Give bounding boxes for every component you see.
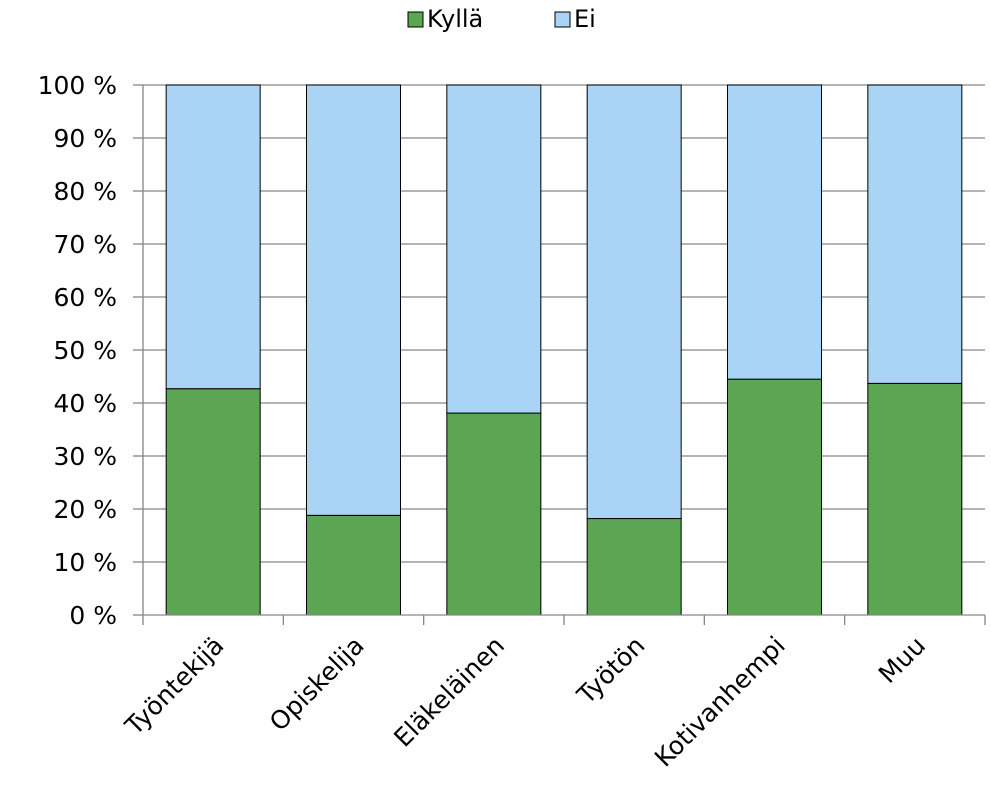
bar-kyll--4 <box>727 378 822 616</box>
bar-kyll--2 <box>446 412 542 616</box>
gridlines <box>143 84 985 563</box>
bar-ei-2 <box>446 84 542 414</box>
category-label: Muu <box>873 631 931 689</box>
legend-label: Ei <box>574 5 596 33</box>
y-tick-label: 50 % <box>53 336 117 365</box>
y-tick-label: 90 % <box>53 124 117 153</box>
y-tick-label: 10 % <box>53 548 117 577</box>
category-label: Työntekijä <box>119 631 229 741</box>
category-label: Eläkeläinen <box>388 631 510 753</box>
bars <box>165 84 963 616</box>
bar-ei-4 <box>727 84 822 380</box>
y-tick-label: 40 % <box>53 389 117 418</box>
bar-kyll--3 <box>586 518 682 616</box>
legend-swatch <box>554 11 571 28</box>
y-tick-label: 60 % <box>53 283 117 312</box>
y-tick-label: 0 % <box>69 601 117 630</box>
y-tick-label: 20 % <box>53 495 117 524</box>
legend: Kyllä Ei <box>407 5 596 33</box>
legend-swatch <box>407 11 424 28</box>
bar-ei-1 <box>306 84 401 516</box>
bar-ei-0 <box>165 84 261 390</box>
bar-ei-3 <box>586 84 682 520</box>
legend-label: Kyllä <box>427 5 483 33</box>
bar-kyll--0 <box>165 388 261 616</box>
bar-ei-5 <box>867 84 963 384</box>
category-label: Kotivanhempi <box>649 631 791 773</box>
bar-kyll--1 <box>306 514 401 616</box>
bar-kyll--5 <box>867 382 963 616</box>
category-label: Opiskelija <box>264 631 370 737</box>
y-tick-label: 30 % <box>53 442 117 471</box>
category-label: Työtön <box>571 631 650 710</box>
y-tick-label: 100 % <box>38 71 117 100</box>
y-tick-label: 80 % <box>53 177 117 206</box>
y-tick-label: 70 % <box>53 230 117 259</box>
